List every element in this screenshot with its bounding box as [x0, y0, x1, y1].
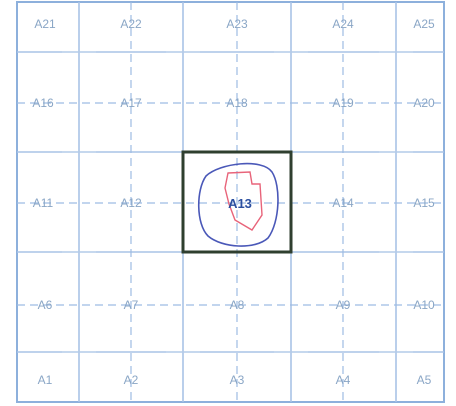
cell-label-a18: A18	[226, 96, 248, 110]
cell-label-a21: A21	[34, 17, 56, 31]
intersection-marks	[62, 51, 413, 353]
cell-label-a15: A15	[413, 196, 435, 210]
cell-label-a19: A19	[332, 96, 354, 110]
cell-label-a3: A3	[230, 373, 245, 387]
dashed-vertical-lines	[130, 2, 344, 402]
cell-label-a22: A22	[120, 17, 142, 31]
inner-contour	[224, 171, 263, 231]
highlighted-cell-border	[181, 150, 293, 254]
cell-label-a14: A14	[332, 196, 354, 210]
cell-label-a25: A25	[413, 17, 435, 31]
cell-label-a7: A7	[124, 298, 139, 312]
cell-label-a2: A2	[124, 373, 139, 387]
cell-label-a16: A16	[32, 96, 54, 110]
cell-label-a17: A17	[120, 96, 142, 110]
cell-label-a4: A4	[336, 373, 351, 387]
outer-frame	[16, 1, 445, 403]
outer-contour	[197, 162, 279, 247]
cell-label-a11: A11	[33, 196, 54, 210]
cell-label-a8: A8	[230, 298, 245, 312]
cell-label-a24: A24	[332, 17, 354, 31]
cell-labels: A21 A22 A23 A24 A25 A16 A17 A18 A19 A20 …	[32, 17, 435, 387]
cell-label-a6: A6	[38, 298, 53, 312]
cell-label-a20: A20	[413, 96, 435, 110]
cell-label-a9: A9	[336, 298, 351, 312]
cell-label-a10: A10	[413, 298, 435, 312]
cell-label-a13: A13	[228, 196, 252, 211]
dashed-horizontal-lines	[17, 102, 444, 306]
cell-label-a12: A12	[120, 196, 142, 210]
cell-label-a5: A5	[417, 373, 432, 387]
cell-label-a23: A23	[226, 17, 248, 31]
cell-label-a1: A1	[38, 373, 53, 387]
